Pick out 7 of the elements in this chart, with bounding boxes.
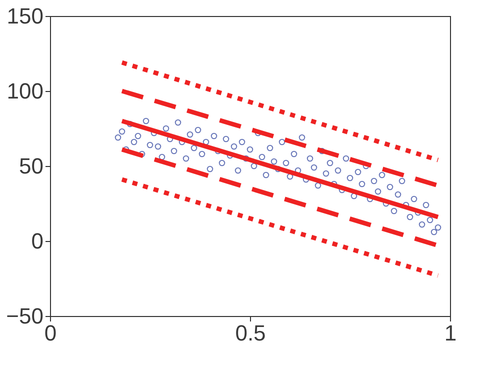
x-tick-label: 1 — [444, 320, 457, 346]
y-tick-label: 0 — [31, 228, 44, 254]
y-tick-label: 50 — [19, 154, 44, 178]
y-tick-label: 150 — [6, 4, 44, 28]
y-tick-label: −50 — [6, 304, 44, 328]
x-tick-label: 0.5 — [235, 320, 266, 346]
y-tick-label: 100 — [6, 78, 44, 104]
